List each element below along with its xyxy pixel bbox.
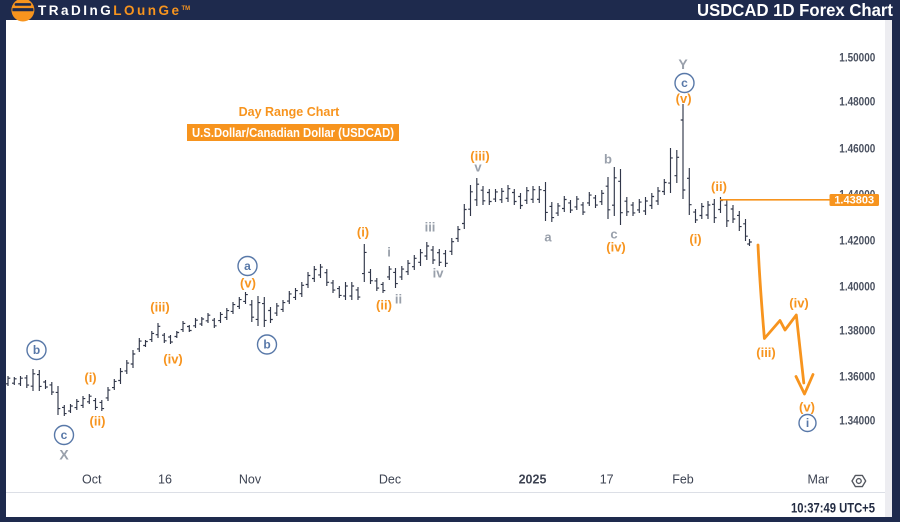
svg-text:1.38000: 1.38000 [839, 324, 875, 338]
svg-text:1.48000: 1.48000 [839, 95, 875, 109]
svg-text:1.43803: 1.43803 [834, 195, 874, 207]
svg-text:b: b [33, 343, 40, 357]
svg-text:(i): (i) [357, 225, 369, 240]
svg-text:(iv): (iv) [163, 352, 183, 367]
svg-text:10:37:49 UTC+5: 10:37:49 UTC+5 [791, 500, 875, 516]
svg-text:(ii): (ii) [90, 414, 106, 429]
svg-text:v: v [474, 160, 482, 175]
svg-text:iv: iv [433, 266, 445, 281]
svg-text:TRaDInGLOunGeTM: TRaDInGLOunGeTM [38, 3, 190, 18]
svg-text:(iii): (iii) [470, 149, 490, 164]
svg-text:Oct: Oct [82, 473, 102, 487]
svg-text:17: 17 [600, 473, 614, 487]
svg-text:X: X [59, 447, 69, 463]
svg-text:c: c [61, 428, 68, 442]
svg-text:b: b [604, 152, 612, 167]
svg-text:1.50000: 1.50000 [839, 51, 875, 65]
svg-text:(ii): (ii) [376, 298, 392, 313]
svg-text:1.36000: 1.36000 [839, 370, 875, 384]
svg-text:U.S.Dollar/Canadian Dollar (US: U.S.Dollar/Canadian Dollar (USDCAD) [192, 126, 394, 140]
svg-text:1.42000: 1.42000 [839, 234, 875, 248]
svg-text:b: b [263, 338, 270, 352]
svg-text:(i): (i) [84, 370, 96, 385]
svg-text:Dec: Dec [379, 473, 401, 487]
svg-text:USDCAD 1D Forex Chart: USDCAD 1D Forex Chart [697, 0, 893, 20]
svg-text:Y: Y [678, 56, 688, 72]
svg-text:(v): (v) [799, 400, 815, 415]
svg-text:1.46000: 1.46000 [839, 142, 875, 156]
svg-text:a: a [544, 230, 552, 245]
svg-text:Nov: Nov [239, 473, 262, 487]
svg-text:Feb: Feb [672, 473, 694, 487]
svg-text:16: 16 [158, 473, 172, 487]
svg-text:(iii): (iii) [756, 345, 776, 360]
svg-text:a: a [244, 259, 251, 273]
svg-text:iii: iii [425, 220, 436, 235]
svg-text:2025: 2025 [519, 473, 547, 487]
svg-text:c: c [610, 227, 617, 242]
svg-text:ii: ii [395, 292, 402, 307]
svg-text:i: i [806, 416, 809, 430]
svg-text:1.34000: 1.34000 [839, 414, 875, 428]
svg-text:(iv): (iv) [606, 240, 626, 255]
svg-text:c: c [681, 76, 688, 90]
svg-text:(ii): (ii) [711, 179, 727, 194]
svg-text:Day Range Chart: Day Range Chart [239, 105, 341, 119]
svg-text:(iii): (iii) [150, 300, 170, 315]
svg-text:(v): (v) [240, 276, 256, 291]
svg-text:Mar: Mar [808, 473, 830, 487]
svg-text:(i): (i) [689, 232, 701, 247]
svg-text:(iv): (iv) [789, 296, 809, 311]
svg-text:1.40000: 1.40000 [839, 280, 875, 294]
svg-text:(v): (v) [676, 91, 692, 106]
svg-text:i: i [387, 245, 391, 260]
